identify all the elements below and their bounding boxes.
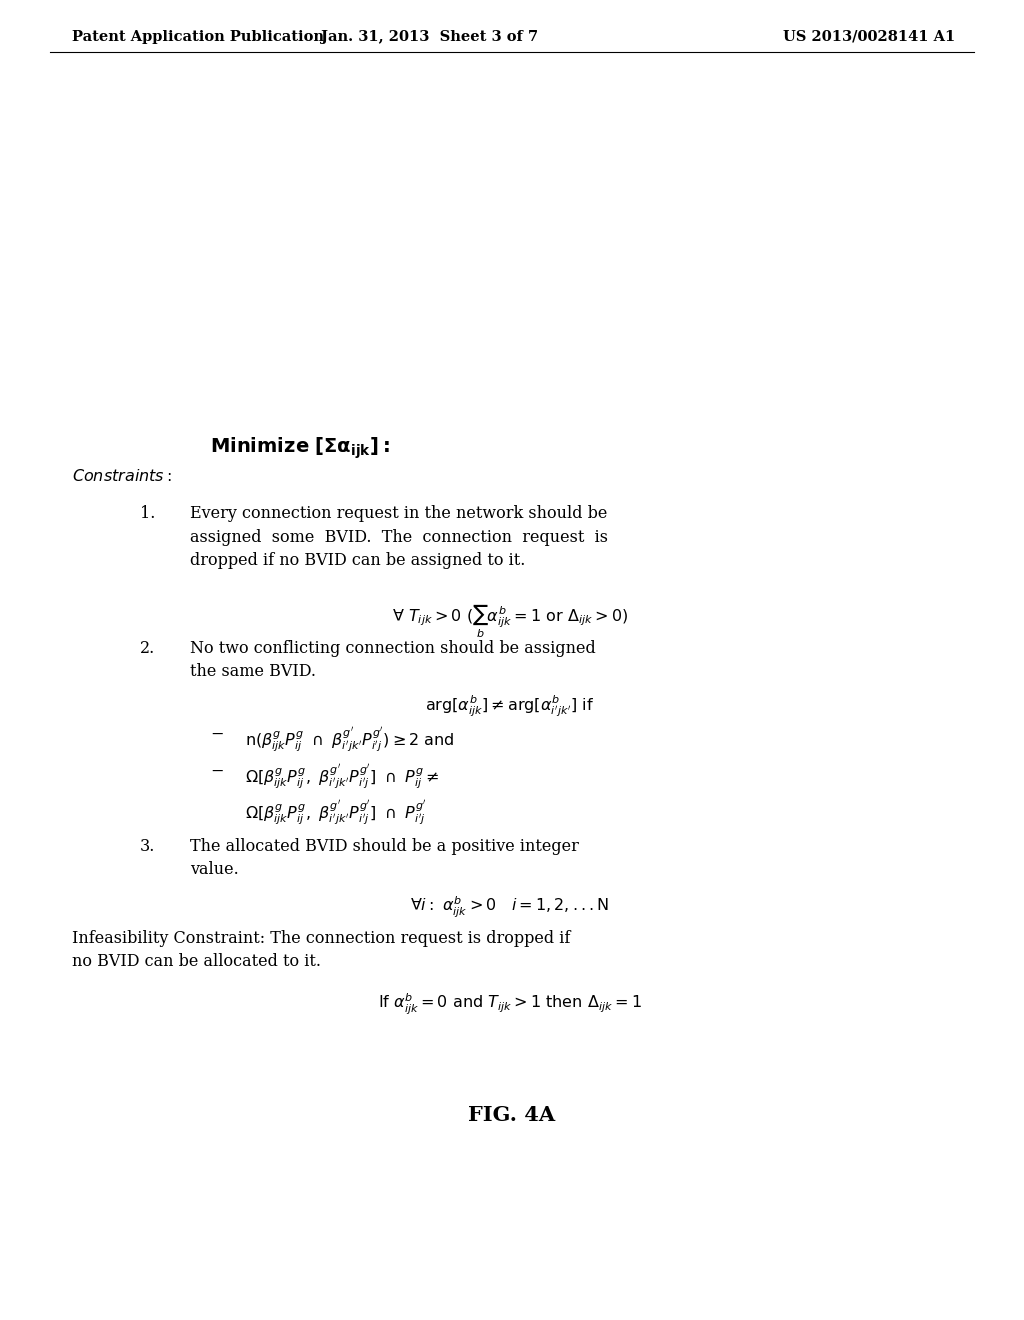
Text: Patent Application Publication: Patent Application Publication bbox=[72, 30, 324, 44]
Text: $\mathrm{If}\ \alpha^b_{ijk}=0\ \mathrm{and}\ T_{ijk}>1\ \mathrm{then}\ \Delta_{: $\mathrm{If}\ \alpha^b_{ijk}=0\ \mathrm{… bbox=[378, 993, 642, 1018]
Text: No two conflicting connection should be assigned
the same BVID.: No two conflicting connection should be … bbox=[190, 640, 596, 681]
Text: Infeasibility Constraint: The connection request is dropped if
no BVID can be al: Infeasibility Constraint: The connection… bbox=[72, 931, 570, 970]
Text: $-$: $-$ bbox=[210, 762, 224, 779]
Text: The allocated BVID should be a positive integer
value.: The allocated BVID should be a positive … bbox=[190, 838, 579, 879]
Text: 1.: 1. bbox=[140, 506, 156, 521]
Text: $\mathrm{n}(\beta^g_{ijk}P^g_{ij}\ \cap\ \beta^{g^\prime}_{i^\prime jk^\prime}P^: $\mathrm{n}(\beta^g_{ijk}P^g_{ij}\ \cap\… bbox=[245, 725, 455, 754]
Text: $\Omega[\beta^g_{ijk}P^g_{ij},\ \beta^{g^\prime}_{i^\prime jk^\prime}P^{g^\prime: $\Omega[\beta^g_{ijk}P^g_{ij},\ \beta^{g… bbox=[245, 799, 427, 826]
Text: FIG. 4A: FIG. 4A bbox=[468, 1105, 556, 1125]
Text: US 2013/0028141 A1: US 2013/0028141 A1 bbox=[782, 30, 955, 44]
Text: Every connection request in the network should be
assigned  some  BVID.  The  co: Every connection request in the network … bbox=[190, 506, 608, 569]
Text: 3.: 3. bbox=[140, 838, 156, 855]
Text: $\forall\ T_{ijk}>0\ (\sum_b \alpha^b_{ijk}=1\ \mathrm{or}\ \Delta_{ijk}>0)$: $\forall\ T_{ijk}>0\ (\sum_b \alpha^b_{i… bbox=[392, 603, 628, 640]
Text: $\mathit{Constraints:}$: $\mathit{Constraints:}$ bbox=[72, 469, 172, 484]
Text: $-$: $-$ bbox=[210, 725, 224, 742]
Text: $\mathbf{Minimize\ [\Sigma\alpha_{ijk}]:}$: $\mathbf{Minimize\ [\Sigma\alpha_{ijk}]:… bbox=[210, 436, 390, 461]
Text: $\Omega[\beta^g_{ijk}P^g_{ij},\ \beta^{g^\prime}_{i^\prime jk^\prime}P^{g^\prime: $\Omega[\beta^g_{ijk}P^g_{ij},\ \beta^{g… bbox=[245, 762, 439, 791]
Text: $\forall i:\ \alpha^b_{ijk}>0\quad i=1,2,...\mathrm{N}$: $\forall i:\ \alpha^b_{ijk}>0\quad i=1,2… bbox=[411, 895, 609, 920]
Text: 2.: 2. bbox=[140, 640, 156, 657]
Text: Jan. 31, 2013  Sheet 3 of 7: Jan. 31, 2013 Sheet 3 of 7 bbox=[322, 30, 539, 44]
Text: $\mathrm{arg}[\alpha^b_{ijk}]\neq\mathrm{arg}[\alpha^b_{i^\prime jk^\prime}]\ \m: $\mathrm{arg}[\alpha^b_{ijk}]\neq\mathrm… bbox=[425, 693, 595, 718]
